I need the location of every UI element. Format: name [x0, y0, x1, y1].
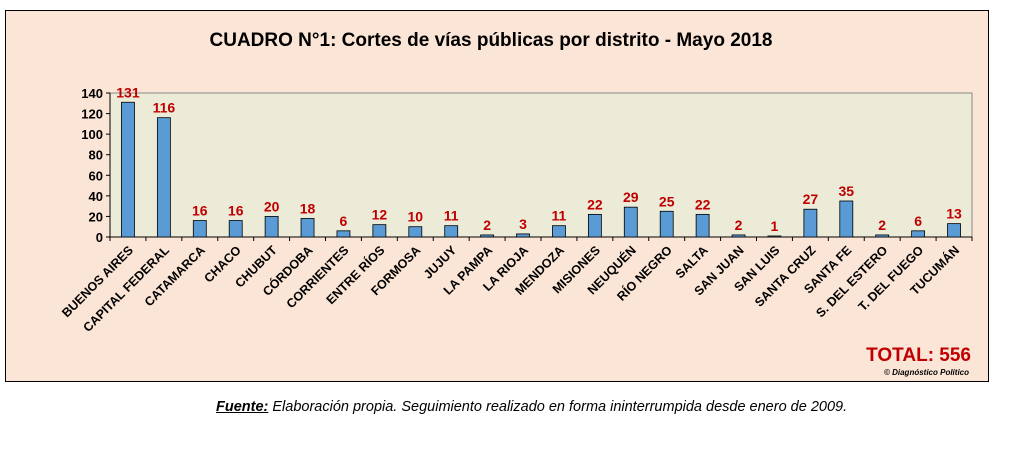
- y-tick-label: 80: [89, 148, 103, 163]
- bar: [767, 235, 782, 238]
- source-note: Fuente: Elaboración propia. Seguimiento …: [216, 399, 847, 415]
- data-label: 22: [695, 196, 711, 212]
- bar: [587, 213, 602, 238]
- bar: [731, 234, 746, 238]
- data-label: 16: [228, 203, 244, 219]
- y-tick-label: 120: [81, 107, 103, 122]
- bar: [947, 223, 961, 238]
- bar: [839, 200, 854, 238]
- bar: [156, 117, 171, 238]
- bar: [444, 225, 459, 238]
- bar: [623, 206, 638, 238]
- data-label: 6: [340, 213, 348, 229]
- bar: [695, 213, 710, 238]
- bar: [803, 208, 818, 238]
- data-label: 10: [408, 209, 424, 225]
- bar-chart: CUADRO N°1: Cortes de vías públicas por …: [59, 30, 973, 377]
- source-label: Fuente:: [216, 399, 269, 415]
- copyright-label: © Diagnóstico Político: [884, 368, 969, 377]
- bar: [228, 220, 243, 238]
- category-label: CORRIENTES: [284, 243, 352, 311]
- data-label: 116: [153, 100, 176, 116]
- bar: [552, 225, 566, 238]
- total-label: TOTAL: 556: [866, 345, 971, 366]
- data-label: 11: [552, 208, 567, 224]
- bar: [659, 210, 674, 238]
- data-label: 12: [372, 207, 388, 223]
- data-label: 131: [116, 84, 140, 100]
- data-label: 20: [264, 198, 280, 214]
- data-label: 3: [519, 216, 527, 232]
- bar: [408, 226, 423, 238]
- data-label: 1: [771, 218, 779, 234]
- data-label: 13: [946, 206, 962, 222]
- y-tick-label: 60: [89, 168, 103, 183]
- bar: [121, 101, 135, 238]
- bar: [300, 218, 315, 238]
- data-label: 35: [839, 183, 855, 199]
- data-label: 2: [878, 217, 886, 233]
- bar: [372, 224, 387, 238]
- data-label: 18: [300, 200, 316, 216]
- y-tick-label: 20: [89, 209, 103, 224]
- bar: [480, 234, 495, 238]
- bar: [875, 234, 890, 238]
- plot-area: [109, 92, 973, 238]
- chart-frame: CUADRO N°1: Cortes de vías públicas por …: [5, 10, 989, 382]
- data-label: 29: [623, 189, 639, 205]
- data-label: 11: [444, 208, 459, 224]
- y-tick-label: 40: [89, 189, 103, 204]
- data-label: 25: [659, 193, 675, 209]
- bar: [336, 230, 351, 238]
- data-label: 2: [483, 217, 491, 233]
- bar: [264, 216, 279, 238]
- y-tick-label: 140: [81, 86, 103, 101]
- chart-title: CUADRO N°1: Cortes de vías públicas por …: [210, 30, 773, 51]
- source-text: Elaboración propia. Seguimiento realizad…: [268, 399, 848, 415]
- data-label: 2: [735, 217, 743, 233]
- data-label: 16: [192, 203, 208, 219]
- bar: [192, 220, 207, 238]
- data-label: 27: [803, 191, 819, 207]
- bar: [516, 233, 530, 238]
- data-label: 22: [587, 196, 603, 212]
- data-label: 6: [914, 213, 922, 229]
- y-tick-label: 0: [96, 230, 103, 245]
- y-tick-label: 100: [81, 127, 103, 142]
- bar: [911, 230, 926, 238]
